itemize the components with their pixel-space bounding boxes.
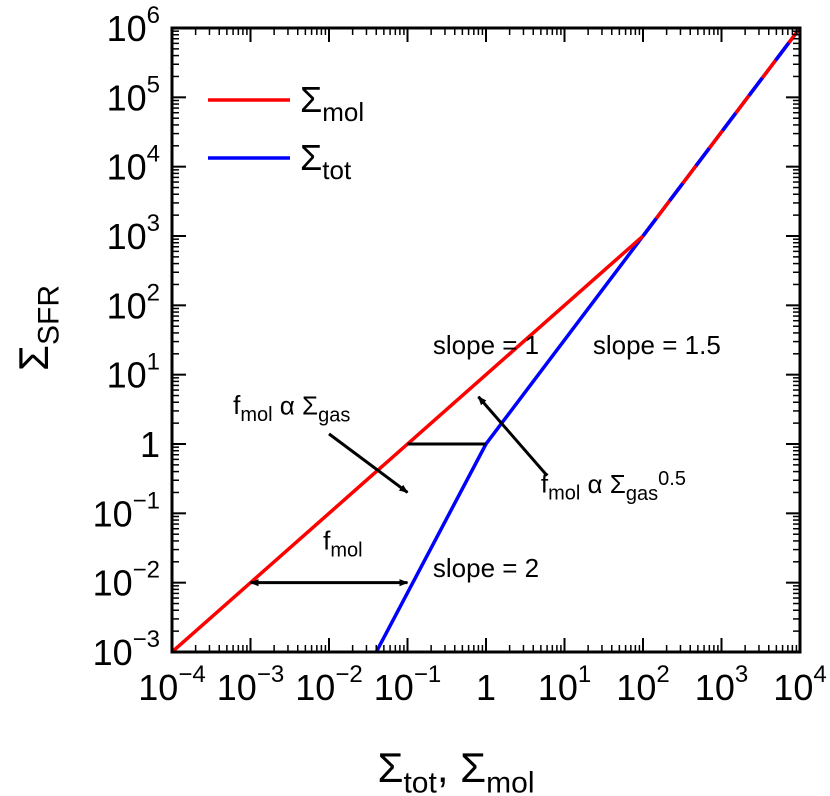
y-tick-label: 10−1 — [93, 487, 160, 534]
annotation-fmol: fmol — [323, 526, 362, 562]
y-tick-label: 103 — [107, 210, 160, 257]
y-tick-label: 106 — [107, 2, 160, 49]
arrow-slope1 — [328, 432, 409, 494]
annotations: slope = 1 slope = 1.5 slope = 2 fmol fmol α … — [233, 330, 721, 587]
x-axis-label: Σtot, Σmol — [378, 744, 535, 796]
annotation-slope15: slope = 1.5 — [593, 330, 721, 360]
x-tick-label: 104 — [773, 661, 826, 708]
y-tick-label: 105 — [107, 71, 160, 118]
y-tick-label: 104 — [107, 141, 160, 188]
annotation-slope1: slope = 1 — [433, 330, 539, 360]
y-tick-label: 10−2 — [93, 557, 160, 604]
series-group — [172, 28, 800, 652]
plot-area — [172, 28, 800, 652]
x-tick-label: 10−2 — [295, 661, 362, 708]
y-tick-label: 101 — [107, 349, 160, 396]
tick-labels: 10−4 10−3 10−2 10−1 1 101 102 103 10410−310−210−… — [10, 2, 827, 796]
annotation-slope2: slope = 2 — [433, 553, 539, 583]
y-tick-label: 1 — [140, 424, 160, 465]
y-axis-label-group: ΣSFR — [10, 285, 66, 371]
x-tick-label: 102 — [616, 661, 669, 708]
x-tick-label: 10−1 — [374, 661, 441, 708]
x-tick-label: 101 — [538, 661, 591, 708]
y-axis-label: ΣSFR — [10, 285, 66, 371]
legend-label: Σtot — [300, 137, 352, 185]
x-tick-label: 1 — [476, 667, 496, 708]
y-tick-label: 102 — [107, 279, 160, 326]
x-tick-label: 10−3 — [217, 661, 284, 708]
legend: Σmol Σtot — [208, 79, 364, 185]
annotation-fmol-prop-05: fmol α Σgas0.5 — [541, 468, 686, 505]
y-tick-label: 10−3 — [93, 626, 160, 673]
annotation-fmol-prop: fmol α Σgas — [233, 390, 350, 427]
plot-frame — [170, 26, 802, 654]
x-tick-label: 103 — [695, 661, 748, 708]
legend-label: Σmol — [300, 79, 364, 127]
x-tick-label: 10−4 — [138, 661, 205, 708]
arrow-slope15 — [477, 395, 549, 477]
